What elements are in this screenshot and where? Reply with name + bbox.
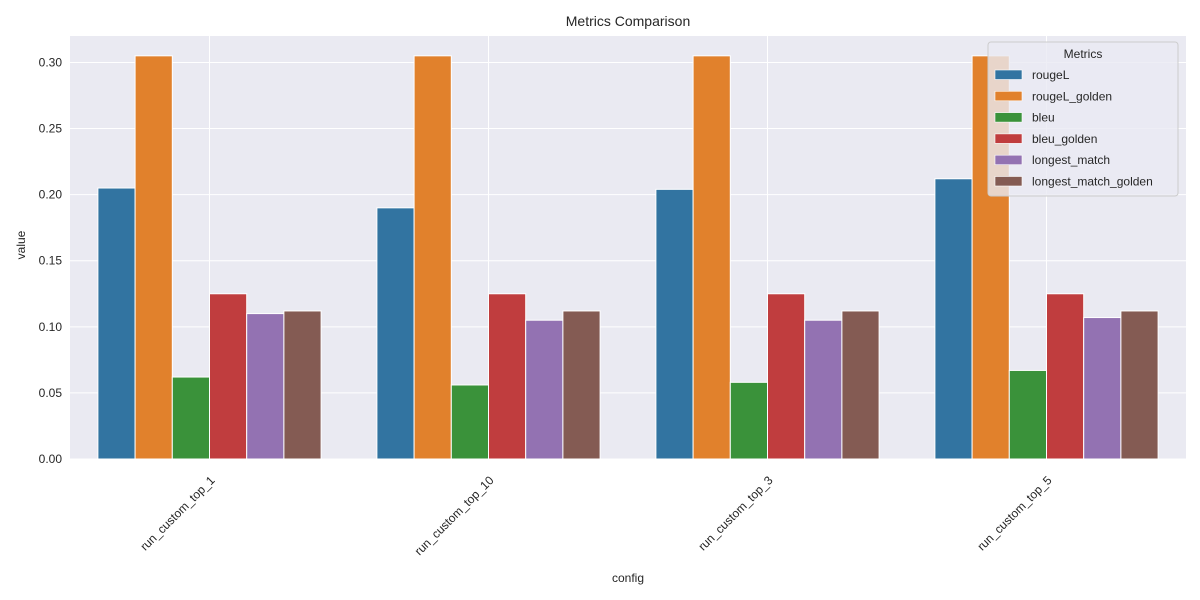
bar-rougeL-golden-2 xyxy=(693,56,730,459)
bar-rougeL-golden-0 xyxy=(135,56,172,459)
y-tick-label: 0.20 xyxy=(39,188,63,202)
bar-bleu-golden-2 xyxy=(768,294,805,459)
bar-bleu-3 xyxy=(1009,370,1046,459)
y-axis-label: value xyxy=(14,230,28,259)
y-axis-ticks: 0.00 0.05 0.10 0.15 0.20 0.25 0.30 xyxy=(39,55,63,466)
bar-bleu-golden-1 xyxy=(489,294,526,459)
bar-longest-match-1 xyxy=(526,320,563,459)
x-tick-label: run_custom_top_5 xyxy=(974,473,1054,553)
y-tick-label: 0.15 xyxy=(39,254,63,268)
x-axis-label: config xyxy=(612,571,644,585)
bar-bleu-2 xyxy=(730,382,767,459)
legend-swatch xyxy=(995,113,1022,123)
legend-label: longest_match_golden xyxy=(1032,175,1153,189)
x-tick-label: run_custom_top_10 xyxy=(412,473,497,558)
bar-longest-match-golden-3 xyxy=(1121,311,1158,459)
bar-bleu-1 xyxy=(451,385,488,459)
legend-title: Metrics xyxy=(1064,47,1103,61)
legend-label: rougeL_golden xyxy=(1032,89,1112,103)
bar-longest-match-golden-0 xyxy=(284,311,321,459)
y-tick-label: 0.00 xyxy=(39,452,63,466)
bar-bleu-golden-3 xyxy=(1047,294,1084,459)
y-tick-label: 0.30 xyxy=(39,55,63,69)
bar-longest-match-golden-2 xyxy=(842,311,879,459)
bar-longest-match-2 xyxy=(805,320,842,459)
bar-rougeL-3 xyxy=(935,179,972,459)
bar-rougeL-golden-1 xyxy=(414,56,451,459)
bar-rougeL-0 xyxy=(98,188,135,459)
bar-longest-match-golden-1 xyxy=(563,311,600,459)
bar-bleu-golden-0 xyxy=(210,294,247,459)
legend-label: longest_match xyxy=(1032,153,1110,167)
legend-swatch xyxy=(995,91,1022,101)
x-tick-label: run_custom_top_3 xyxy=(695,473,775,553)
legend-swatch xyxy=(995,177,1022,187)
legend-swatch xyxy=(995,155,1022,165)
bar-bleu-0 xyxy=(172,377,209,459)
legend-swatch xyxy=(995,134,1022,144)
y-tick-label: 0.25 xyxy=(39,122,63,136)
legend-label: bleu xyxy=(1032,111,1055,125)
legend-swatch xyxy=(995,70,1022,80)
y-tick-label: 0.10 xyxy=(39,320,63,334)
bar-longest-match-0 xyxy=(247,314,284,459)
legend-label: bleu_golden xyxy=(1032,132,1097,146)
x-axis-ticks: run_custom_top_1 run_custom_top_10 run_cus… xyxy=(137,473,1054,558)
legend-label: rougeL xyxy=(1032,68,1070,82)
y-tick-label: 0.05 xyxy=(39,386,63,400)
chart-title: Metrics Comparison xyxy=(566,13,690,29)
bar-longest-match-3 xyxy=(1084,318,1121,459)
bar-rougeL-2 xyxy=(656,189,693,459)
x-tick-label: run_custom_top_1 xyxy=(137,473,217,553)
bar-rougeL-1 xyxy=(377,208,414,459)
